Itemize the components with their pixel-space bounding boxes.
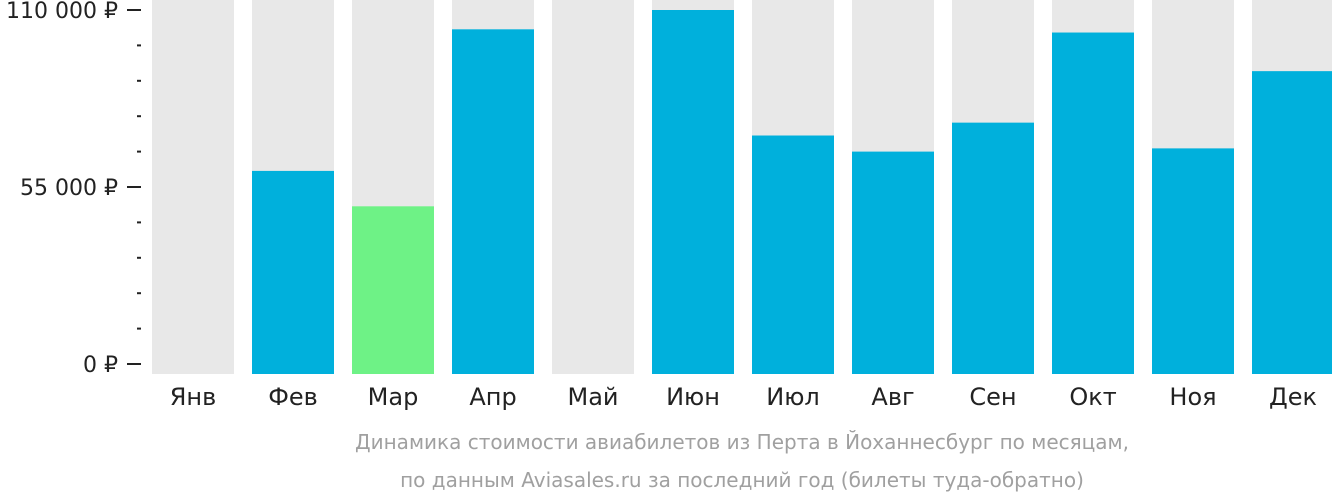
bar-10 — [1052, 32, 1134, 374]
bar-12 — [1252, 71, 1332, 375]
bar-8 — [852, 151, 934, 374]
bar-4 — [452, 29, 534, 375]
x-tick-label: Фев — [268, 383, 318, 411]
x-tick-label: Апр — [469, 383, 516, 411]
bar-2 — [252, 170, 334, 374]
x-tick-label: Сен — [969, 383, 1016, 411]
bar-3 — [352, 206, 434, 374]
x-tick-label: Май — [567, 383, 618, 411]
x-tick-label: Дек — [1269, 383, 1317, 411]
x-tick-label: Окт — [1069, 383, 1116, 411]
chart-caption-line-1: Динамика стоимости авиабилетов из Перта … — [354, 430, 1129, 454]
x-tick-label: Мар — [368, 383, 419, 411]
x-tick-label: Янв — [170, 383, 217, 411]
y-tick-label: 55 000 ₽ — [20, 176, 118, 201]
x-tick-label: Июн — [666, 383, 720, 411]
bar-background-5 — [552, 0, 634, 374]
y-tick-label: 0 ₽ — [83, 353, 118, 378]
bar-background-1 — [152, 0, 234, 374]
x-tick-label: Июл — [766, 383, 820, 411]
y-tick-label: 110 000 ₽ — [6, 0, 118, 24]
x-tick-label: Ноя — [1169, 383, 1216, 411]
bar-11 — [1152, 148, 1234, 374]
bar-7 — [752, 135, 834, 374]
x-tick-label: Авг — [871, 383, 914, 411]
chart-caption-line-2: по данным Aviasales.ru за последний год … — [400, 468, 1084, 492]
bar-9 — [952, 122, 1034, 375]
bar-6 — [652, 10, 734, 374]
